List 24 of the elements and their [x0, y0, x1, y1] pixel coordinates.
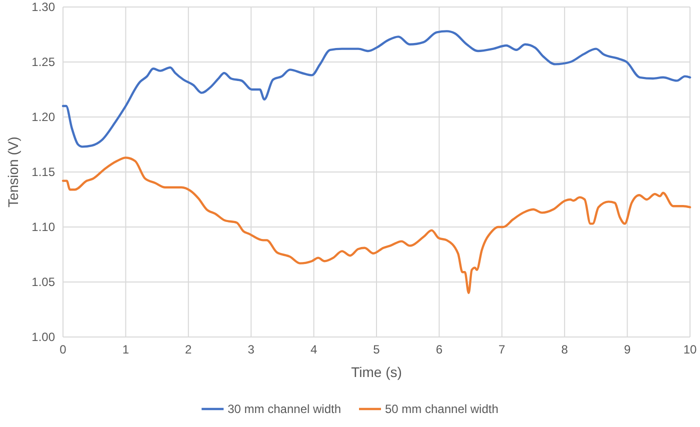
- x-tick-label: 5: [373, 342, 380, 357]
- x-axis-title: Time (s): [351, 364, 402, 380]
- x-tick-label: 4: [310, 342, 318, 357]
- y-tick-label: 1.25: [32, 54, 56, 69]
- x-tick-label: 1: [122, 342, 130, 357]
- x-tick-label: 3: [248, 342, 255, 357]
- y-tick-label: 1.10: [32, 220, 56, 234]
- legend-label: 50 mm channel width: [385, 402, 498, 416]
- x-tick-label: 6: [436, 342, 443, 357]
- y-tick-label: 1.20: [32, 110, 56, 124]
- legend-label: 30 mm channel width: [228, 402, 341, 416]
- x-tick-label: 2: [185, 342, 192, 357]
- y-tick-label: 1.30: [32, 0, 56, 14]
- x-tick-label: 7: [498, 342, 506, 357]
- line-series: [62, 30, 692, 148]
- y-tick-label: 1.05: [32, 274, 56, 289]
- x-tick-label: 0: [60, 342, 67, 357]
- y-tick-label: 1.15: [32, 164, 56, 179]
- y-tick-label: 1.00: [32, 330, 56, 344]
- line-series: [62, 156, 692, 294]
- x-tick-label: 9: [624, 342, 631, 357]
- x-tick-label: 10: [683, 342, 697, 357]
- y-axis-title: Tension (V): [5, 136, 21, 208]
- x-tick-label: 8: [561, 342, 568, 357]
